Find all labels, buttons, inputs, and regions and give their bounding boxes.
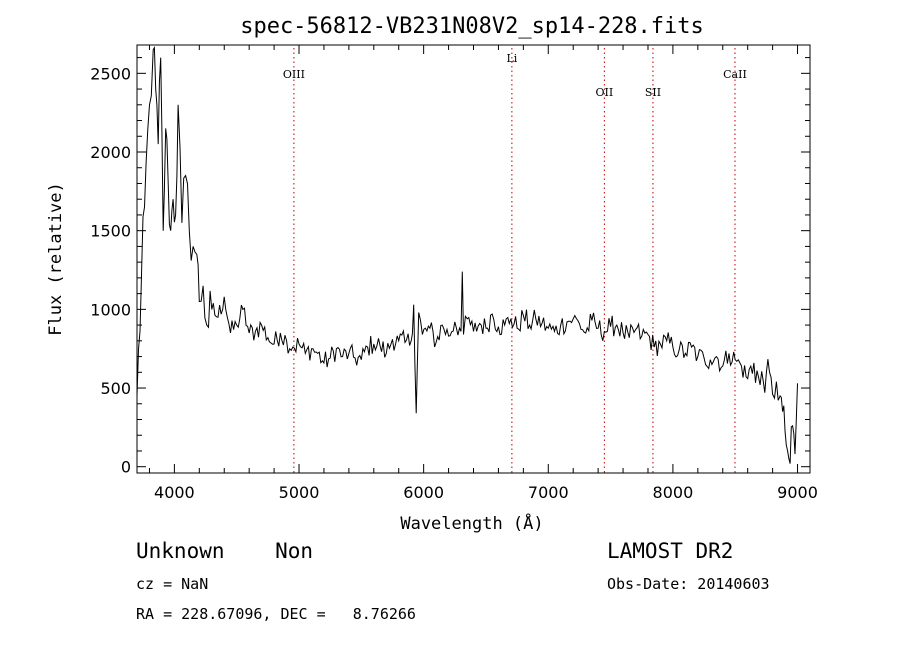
x-axis-label: Wavelength (Å)	[400, 512, 543, 534]
y-tick-label: 1500	[90, 222, 131, 241]
emission-line-label-sii: SII	[645, 86, 661, 99]
emission-line-label-caii: CaII	[723, 68, 747, 81]
x-tick-label: 6000	[403, 483, 444, 502]
emission-line-label-li: Li	[506, 52, 517, 65]
x-tick-label: 4000	[154, 483, 195, 502]
y-axis: 0 500 1000 1500 2000 2500	[90, 57, 810, 477]
coordinates-text: RA = 228.67096, DEC = 8.76266	[136, 605, 416, 623]
redshift-text: cz = NaN	[136, 575, 209, 593]
survey-name: LAMOST DR2	[607, 539, 734, 563]
emission-line-label-oiii: OIII	[283, 68, 305, 81]
y-tick-label: 0	[121, 458, 131, 477]
y-axis-label: Flux (relative)	[46, 182, 66, 336]
emission-line-markers: OIII Li OII SII CaII	[283, 48, 747, 473]
x-tick-label: 5000	[279, 483, 320, 502]
spectrum-line	[136, 45, 798, 464]
object-class-text: Unknown Non	[136, 539, 314, 563]
x-tick-label: 9000	[777, 483, 818, 502]
x-axis: 4000 5000 6000 7000 8000 9000	[148, 45, 818, 502]
obs-date-text: Obs-Date: 20140603	[607, 575, 770, 593]
chart-title: spec-56812-VB231N08V2_sp14-228.fits	[240, 14, 704, 39]
x-tick-label: 8000	[653, 483, 694, 502]
y-tick-label: 500	[100, 379, 131, 398]
y-tick-label: 1000	[90, 300, 131, 319]
y-tick-label: 2000	[90, 143, 131, 162]
emission-line-label-oii: OII	[596, 86, 614, 99]
plot-frame	[136, 44, 811, 474]
x-tick-label: 7000	[528, 483, 569, 502]
y-tick-label: 2500	[90, 64, 131, 83]
